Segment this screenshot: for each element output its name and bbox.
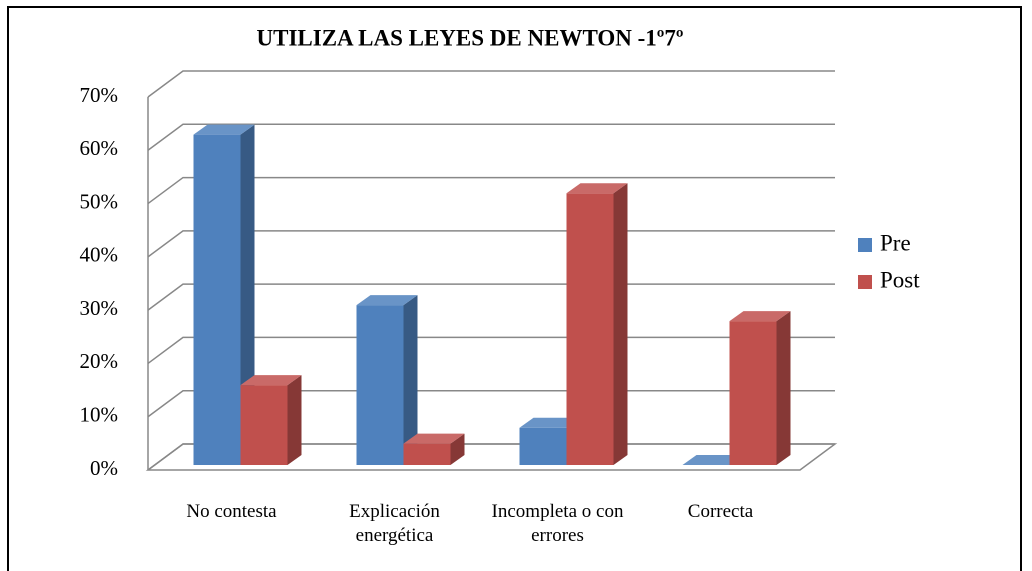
legend-label: Post: [880, 267, 920, 292]
bar-side: [776, 311, 791, 465]
bar: [403, 433, 465, 465]
bar-front: [403, 443, 451, 465]
bar: [356, 295, 418, 465]
legend-label: Pre: [880, 230, 911, 255]
back-wall: [183, 71, 835, 444]
chart-title: UTILIZA LAS LEYES DE NEWTON -1º7º: [257, 25, 684, 50]
x-tick-label: Explicación energética: [349, 501, 440, 546]
bar-front: [566, 193, 614, 465]
bar-side: [287, 375, 302, 465]
frame: [7, 6, 1022, 571]
y-tick-label: 40%: [80, 243, 119, 267]
bar: [240, 375, 302, 465]
bar-side: [613, 183, 628, 465]
bar-side: [403, 295, 418, 465]
y-tick-label: 30%: [80, 296, 119, 320]
bar-top: [356, 295, 418, 306]
y-tick-label: 0%: [90, 456, 118, 480]
bar: [566, 183, 628, 465]
y-tick-label: 50%: [80, 189, 119, 213]
grid-line: [147, 176, 835, 205]
bar-side: [450, 433, 465, 465]
bar-top: [729, 311, 791, 322]
bar-front: [519, 427, 567, 465]
bar: [729, 311, 791, 465]
y-tick-label: 10%: [80, 403, 119, 427]
bar: [193, 124, 255, 465]
y-tick-label: 20%: [80, 349, 119, 373]
bar-top: [403, 433, 465, 444]
legend-swatch: [858, 238, 872, 252]
x-tick-label: Correcta: [687, 501, 754, 522]
x-tick-label: No contesta: [186, 501, 277, 522]
grid-line: [147, 123, 835, 151]
x-tick-label: Incompleta o con errores: [491, 501, 624, 546]
legend-swatch: [858, 275, 872, 289]
bar-front: [356, 305, 404, 465]
bar-top: [566, 183, 628, 194]
bar-top: [519, 417, 581, 428]
bar-top: [240, 375, 302, 386]
y-tick-label: 60%: [80, 136, 119, 160]
bar-front: [193, 134, 241, 465]
grid-line: [147, 70, 835, 98]
bar: [682, 455, 744, 465]
bar-top: [682, 455, 744, 465]
bar-front: [729, 321, 777, 465]
y-tick-label: 70%: [80, 83, 119, 107]
bar-top: [193, 124, 255, 135]
bar-front: [240, 385, 288, 465]
